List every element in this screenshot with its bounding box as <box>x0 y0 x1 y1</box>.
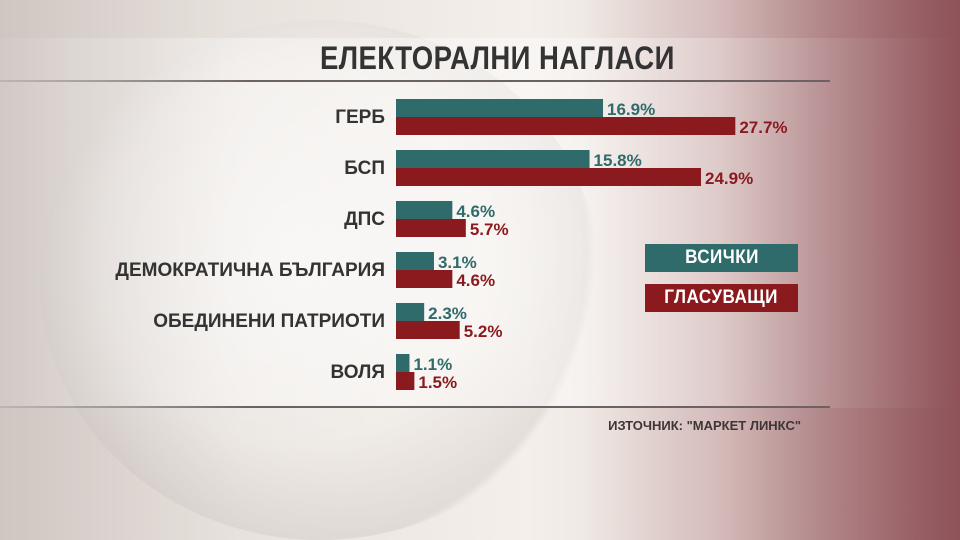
bar-all <box>396 150 590 168</box>
value-label-all: 2.3% <box>428 304 467 323</box>
bar-all <box>396 354 410 372</box>
value-label-all: 4.6% <box>456 202 495 221</box>
category-label: ДПС <box>344 209 385 230</box>
value-label-all: 3.1% <box>438 253 477 272</box>
bar-all <box>396 303 425 321</box>
legend-voters-label: ГЛАСУВАЩИ <box>664 287 779 308</box>
value-label-voters: 4.6% <box>456 271 495 290</box>
category-label: БСП <box>344 158 385 179</box>
bar-all <box>396 201 453 219</box>
legend-all-label: ВСИЧКИ <box>684 247 759 268</box>
bar-voters <box>396 168 702 186</box>
value-label-voters: 5.7% <box>470 220 509 239</box>
bar-all <box>396 99 604 117</box>
value-label-all: 16.9% <box>607 100 655 119</box>
bar-all <box>396 252 434 270</box>
value-label-all: 15.8% <box>594 151 642 170</box>
page-title: ЕЛЕКТОРАЛНИ НАГЛАСИ <box>320 40 675 76</box>
value-label-voters: 24.9% <box>705 169 753 188</box>
value-label-voters: 5.2% <box>464 322 503 341</box>
bar-voters <box>396 219 466 237</box>
bar-voters <box>396 321 460 339</box>
source-note: ИЗТОЧНИК: "МАРКЕТ ЛИНКС" <box>608 418 801 433</box>
value-label-voters: 27.7% <box>739 118 787 137</box>
bar-voters <box>396 117 736 135</box>
bar-voters <box>396 372 415 390</box>
category-label: ГЕРБ <box>335 107 385 128</box>
category-label: ОБЕДИНЕНИ ПАТРИОТИ <box>153 311 385 332</box>
value-label-voters: 1.5% <box>418 373 457 392</box>
bar-voters <box>396 270 453 288</box>
footer-rule <box>0 406 830 408</box>
legend-all: ВСИЧКИ <box>645 244 798 272</box>
legend-voters: ГЛАСУВАЩИ <box>645 284 798 312</box>
category-label: ВОЛЯ <box>330 362 385 383</box>
title-rule <box>0 80 830 82</box>
value-label-all: 1.1% <box>413 355 452 374</box>
category-label: ДЕМОКРАТИЧНА БЪЛГАРИЯ <box>115 260 385 281</box>
